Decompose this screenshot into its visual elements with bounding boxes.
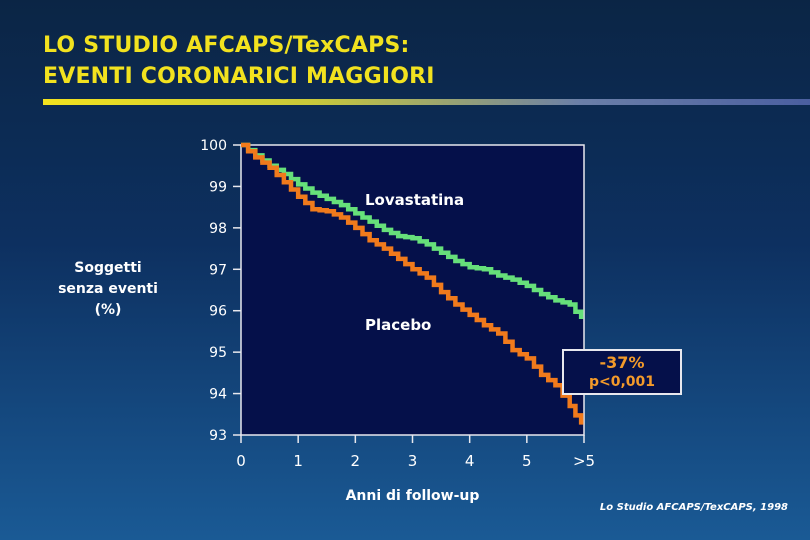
y-axis-label-line-2: senza eventi	[58, 281, 158, 297]
y-tick-label: 98	[209, 221, 227, 237]
chart-series	[241, 142, 584, 425]
y-tick-label: 97	[209, 262, 227, 278]
y-tick-label: 94	[209, 387, 227, 403]
x-tick-label: 2	[351, 452, 361, 470]
series-label-lovastatina: Lovastatina	[365, 191, 464, 209]
chart-axes: 93 94 95 96 97 98 99 100 0 1 2 3 4 5 >5 Anni di follow-…	[200, 138, 595, 504]
y-tick-label: 96	[209, 304, 227, 320]
title-line-1: LO STUDIO AFCAPS/TexCAPS:	[43, 33, 410, 58]
chart-labels: Lovastatina Placebo	[365, 191, 464, 334]
y-tick-label: 95	[209, 345, 227, 361]
x-tick-label: 4	[465, 452, 475, 470]
x-tick-label: 5	[522, 452, 532, 470]
p-value: p<0,001	[588, 374, 656, 390]
series-line-lovastatina	[241, 142, 584, 319]
y-tick-label: 100	[200, 138, 227, 154]
title-underline	[43, 99, 810, 105]
x-tick-label: >5	[573, 452, 595, 470]
x-axis-label: Anni di follow-up	[346, 488, 480, 504]
title-line-2: EVENTI CORONARICI MAGGIORI	[43, 64, 435, 89]
source-citation: Lo Studio AFCAPS/TexCAPS, 1998	[599, 502, 788, 513]
y-axis-label-line-3: (%)	[94, 302, 122, 318]
x-tick-label: 3	[408, 452, 418, 470]
series-line-placebo	[241, 142, 584, 425]
slide-title: LO STUDIO AFCAPS/TexCAPS: EVENTI CORONAR…	[43, 30, 435, 92]
series-label-placebo: Placebo	[365, 316, 431, 334]
risk-reduction-value: -37%	[599, 353, 645, 372]
x-tick-label: 0	[236, 452, 246, 470]
y-tick-label: 93	[209, 428, 227, 444]
y-tick-label: 99	[209, 179, 227, 195]
risk-reduction-box: -37% p<0,001	[562, 349, 682, 395]
y-axis-label-line-1: Soggetti	[74, 260, 142, 276]
y-axis-label: Soggetti senza eventi (%)	[48, 258, 168, 321]
x-tick-label: 1	[293, 452, 303, 470]
